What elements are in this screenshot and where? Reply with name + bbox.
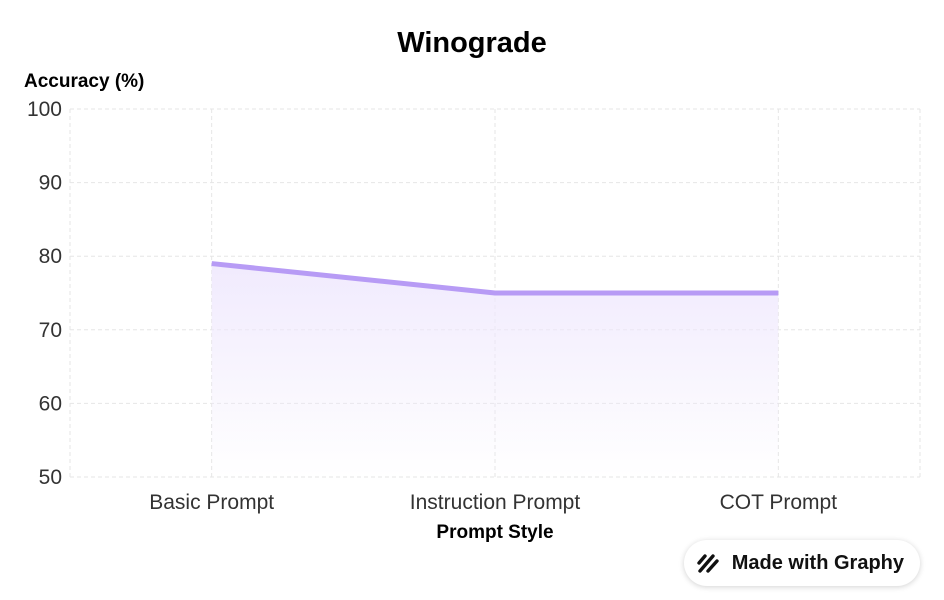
y-tick-label: 60 xyxy=(39,392,62,415)
area-fill xyxy=(211,263,779,477)
y-axis-label: Accuracy (%) xyxy=(24,71,144,92)
chart-title: Winograde xyxy=(397,27,547,59)
x-tick-label: Instruction Prompt xyxy=(410,491,581,514)
made-with-graphy-badge[interactable]: Made with Graphy xyxy=(683,540,920,586)
y-tick-label: 50 xyxy=(39,466,62,489)
x-tick-label: Basic Prompt xyxy=(149,491,274,514)
graphy-logo-icon xyxy=(697,554,719,573)
watermark-text: Made with Graphy xyxy=(731,551,904,574)
series-line xyxy=(211,261,779,296)
x-tick-labels: Basic Prompt Instruction Prompt COT Prompt xyxy=(149,491,837,514)
y-tick-label: 80 xyxy=(39,245,62,268)
y-tick-labels: 50 60 70 80 90 100 xyxy=(27,98,62,489)
y-tick-label: 70 xyxy=(39,319,62,342)
x-tick-label: COT Prompt xyxy=(720,491,838,514)
x-axis-label: Prompt Style xyxy=(436,522,553,543)
y-tick-label: 90 xyxy=(39,172,62,195)
area-series xyxy=(211,261,779,477)
y-tick-label: 100 xyxy=(27,98,62,121)
